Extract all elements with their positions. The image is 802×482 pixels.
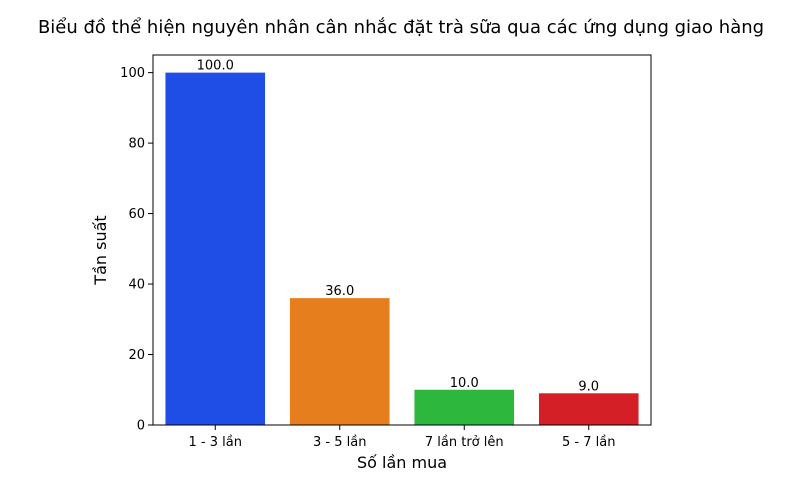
- y-tick-label: 0: [137, 419, 145, 434]
- x-tick-label: 7 lần trở lên: [425, 435, 504, 450]
- plot-area: 100.0 36.0 10.0 9.0 0 20 40 60 80 100 1 - 3 lần 3…: [120, 54, 652, 450]
- chart-title: Biểu đồ thể hiện nguyên nhân cân nhắc đặ…: [38, 17, 764, 38]
- y-axis: 0 20 40 60 80 100: [120, 66, 153, 434]
- bars: [165, 72, 639, 425]
- y-tick-label: 100: [120, 66, 145, 81]
- bar-labels: 100.0 36.0 10.0 9.0: [197, 59, 599, 395]
- bar-value-label: 36.0: [325, 284, 354, 299]
- bar-2: [414, 389, 515, 425]
- y-tick-label: 60: [128, 207, 145, 222]
- y-axis-label: Tần suất: [91, 215, 110, 285]
- y-tick-label: 80: [128, 137, 145, 152]
- y-tick-label: 20: [128, 348, 145, 363]
- bar-1: [289, 298, 390, 425]
- bar-3: [538, 393, 639, 425]
- x-axis-label: Số lần mua: [357, 453, 447, 472]
- x-tick-label: 3 - 5 lần: [313, 435, 366, 450]
- bar-value-label: 10.0: [450, 376, 479, 391]
- plot-frame: [152, 54, 652, 426]
- x-tick-label: 1 - 3 lần: [189, 435, 242, 450]
- bar-value-label: 9.0: [578, 379, 599, 394]
- x-axis: 1 - 3 lần 3 - 5 lần 7 lần trở lên 5 - 7 lần: [189, 425, 615, 450]
- bar-value-label: 100.0: [197, 59, 234, 74]
- bar-0: [165, 72, 266, 425]
- y-tick-label: 40: [128, 278, 145, 293]
- x-tick-label: 5 - 7 lần: [562, 435, 615, 450]
